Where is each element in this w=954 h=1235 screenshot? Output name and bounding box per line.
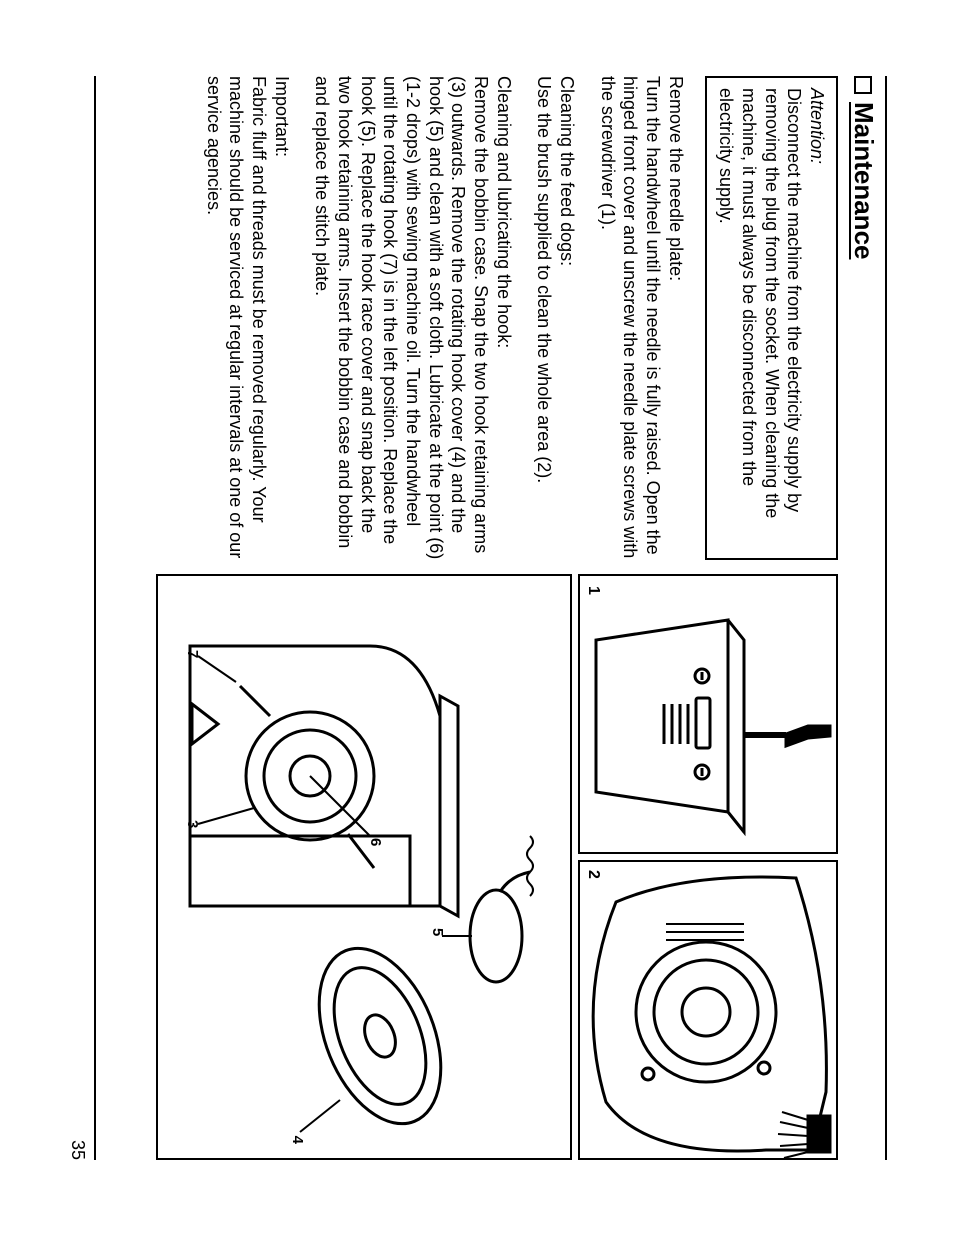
figure-2-svg	[576, 862, 836, 1162]
figure-3-label-4: 4	[289, 1135, 306, 1143]
section-head: Remove the needle plate:	[664, 76, 687, 560]
section-head: Important:	[270, 76, 293, 560]
bottom-rule	[94, 76, 96, 1160]
section-body: Fabric fluff and threads must be removed…	[204, 76, 269, 558]
attention-text: Disconnect the machine from the electric…	[716, 88, 804, 518]
title-row: Maintenance	[844, 48, 885, 1188]
figure-3: 7 3 6 5 4	[156, 574, 572, 1160]
section-head: Cleaning the feed dogs:	[555, 76, 578, 560]
figure-1: 1	[578, 574, 838, 854]
section-remove-plate: Remove the needle plate: Turn the handwh…	[596, 76, 687, 560]
figure-2-number: 2	[584, 870, 602, 879]
figure-1-svg	[576, 576, 836, 856]
figure-2: 2	[578, 860, 838, 1160]
text-column: Attention: Disconnect the machine from t…	[102, 76, 838, 560]
section-important: Important: Fabric fluff and threads must…	[202, 76, 293, 560]
section-head: Cleaning and lubricating the hook:	[492, 76, 515, 560]
figure-3-svg	[154, 576, 570, 1162]
section-feed-dogs: Cleaning the feed dogs: Use the brush su…	[533, 76, 578, 560]
figure-column: 1	[102, 574, 838, 1160]
section-body: Turn the handwheel until the needle is f…	[598, 76, 663, 558]
figure-1-number: 1	[584, 586, 602, 595]
attention-box: Attention: Disconnect the machine from t…	[705, 76, 838, 560]
attention-label: Attention:	[807, 88, 827, 164]
figure-3-label-3: 3	[184, 820, 201, 828]
page-number: 35	[67, 48, 94, 1188]
figure-3-label-5: 5	[429, 928, 446, 936]
section-body: Use the brush supplied to clean the whol…	[534, 76, 554, 483]
section-body: Remove the bobbin case. Snap the two hoo…	[312, 76, 491, 559]
figure-3-label-6: 6	[367, 838, 384, 846]
figure-3-label-7: 7	[184, 650, 201, 658]
title-checkbox-icon	[855, 76, 873, 94]
page-title: Maintenance	[848, 102, 879, 260]
section-hook: Cleaning and lubricating the hook: Remov…	[311, 76, 515, 560]
top-rule	[885, 76, 887, 1160]
